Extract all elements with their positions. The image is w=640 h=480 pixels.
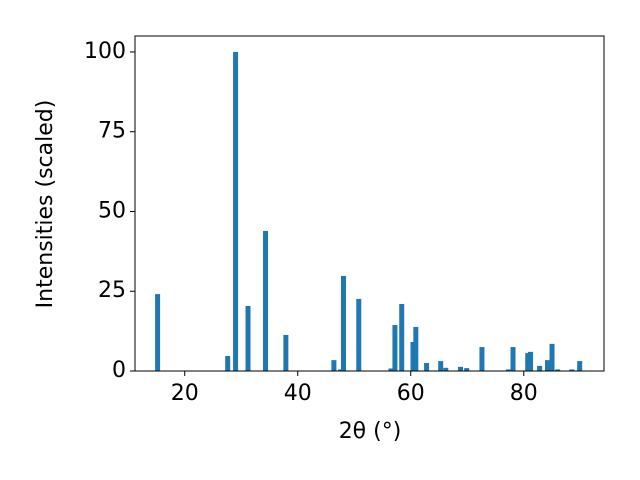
- bar: [443, 367, 449, 371]
- y-tick-label: 100: [84, 39, 126, 64]
- bar: [577, 361, 583, 371]
- bar: [537, 365, 543, 371]
- bar: [464, 368, 470, 371]
- bar: [388, 368, 394, 371]
- bar: [479, 347, 485, 371]
- bar: [510, 347, 516, 371]
- x-tick-label: 60: [397, 381, 425, 406]
- bar: [525, 353, 531, 371]
- y-axis-label: Intensities (scaled): [33, 100, 58, 309]
- bar: [356, 298, 362, 371]
- bar: [263, 230, 269, 371]
- x-tick-label: 40: [284, 381, 312, 406]
- y-tick-label: 25: [98, 278, 126, 303]
- y-tick-label: 75: [98, 119, 126, 144]
- x-axis-label: 2θ (°): [339, 419, 402, 444]
- y-tick-label: 0: [112, 358, 126, 383]
- bar: [555, 369, 561, 371]
- bar: [331, 360, 337, 371]
- bar: [506, 369, 512, 371]
- bar: [341, 275, 347, 371]
- bar: [438, 361, 444, 371]
- bar: [413, 326, 419, 371]
- bar: [338, 369, 344, 371]
- x-tick-label: 20: [171, 381, 199, 406]
- bar: [424, 363, 430, 371]
- bar: [155, 294, 161, 371]
- x-tick-label: 80: [510, 381, 538, 406]
- bar: [528, 351, 534, 371]
- bar: [233, 51, 239, 371]
- plot-frame: [134, 35, 605, 372]
- bar: [549, 343, 555, 371]
- y-tick-label: 50: [98, 198, 126, 223]
- bar: [457, 366, 463, 371]
- bar: [410, 341, 416, 371]
- bar: [392, 325, 398, 371]
- bar: [399, 304, 405, 371]
- bar: [225, 356, 231, 371]
- bar: [283, 334, 289, 371]
- bar: [544, 360, 550, 371]
- bar: [245, 305, 251, 371]
- bar: [569, 369, 575, 371]
